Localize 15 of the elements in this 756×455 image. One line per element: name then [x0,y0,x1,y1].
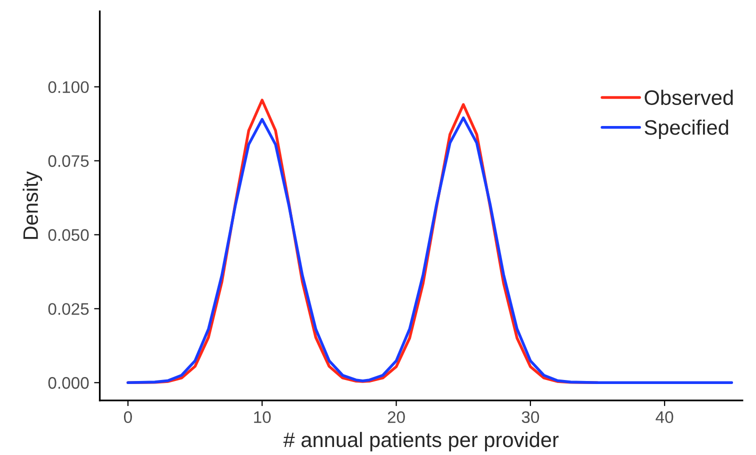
x-tick-label: 20 [388,411,405,424]
x-axis-title: # annual patients per provider [283,432,559,452]
y-tick-label: 0.100 [48,81,89,94]
y-tick-label: 0.075 [48,155,89,167]
y-axis-title: Density [22,171,42,239]
legend-label: Observed [644,90,733,106]
line-series [126,116,734,384]
y-tick-label: 0.050 [48,229,89,241]
x-tick-label: 40 [656,411,674,424]
y-tick-label: 0.025 [48,303,89,315]
x-tick-label: 0 [124,411,132,424]
x-tick-label: 30 [522,411,540,424]
y-tick-label: 0.000 [48,377,89,389]
legend-label: Specified [644,120,728,139]
x-tick-label: 10 [254,411,271,424]
